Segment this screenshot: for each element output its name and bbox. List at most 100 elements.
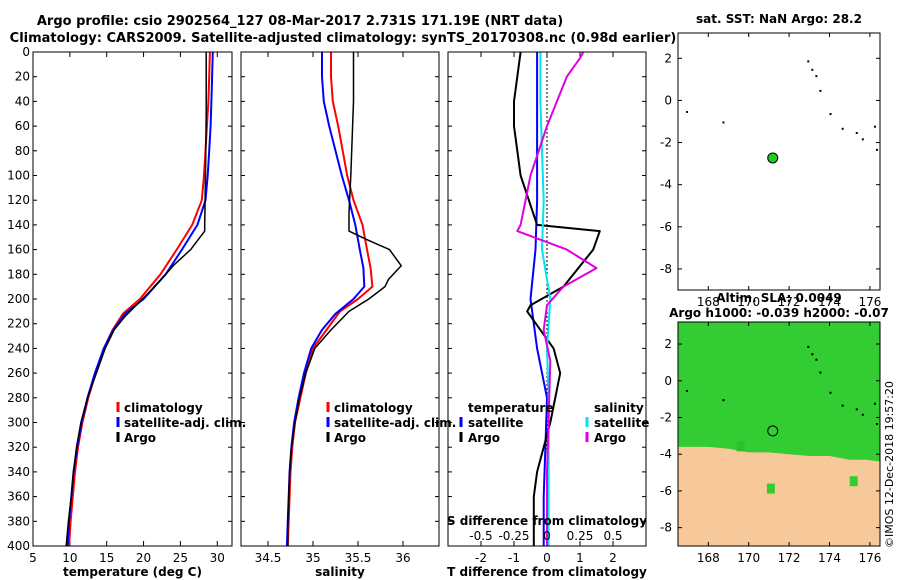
x-tick-label: 2 [609,551,617,565]
x-tick-label: 25 [173,551,188,565]
series-line-magenta [516,51,598,546]
island-dot [829,113,832,116]
legend-label: satellite-adj. clim. [124,416,246,430]
top-tick-label: 0 [543,529,551,543]
legend-label: Argo [124,431,156,445]
y-tick-label: 320 [7,440,30,454]
legend-label: satellite-adj. clim. [334,416,456,430]
x-tick-label: 168 [697,295,720,309]
island-dot [819,89,822,92]
series-line-red [68,51,211,547]
y-tick-label: 360 [7,490,30,504]
legend-label: Argo [468,431,500,445]
island-dot [855,132,858,135]
island-dot [686,110,689,113]
x-tick-label: 1 [576,551,584,565]
x-tick-label: 174 [818,551,841,565]
island-dot [815,358,818,361]
y-tick-label: 260 [7,366,30,380]
series-line-black [513,51,601,546]
island-dot [861,413,864,416]
y-tick-label: -8 [660,521,672,535]
x-tick-label: 35 [305,551,320,565]
top-tick-label: -0.25 [498,529,529,543]
x-tick-label: 10 [62,551,77,565]
island-dot [875,148,878,151]
x-tick-label: 34.5 [255,551,282,565]
island-dot [873,125,876,128]
y-tick-label: 80 [15,144,30,158]
top-axis-title: S difference from climatology [447,514,647,528]
x-tick-label: 168 [697,551,720,565]
land-area [678,446,880,546]
sla-map-panel: 168 170 172 174 176 2 0 -2 -4 -6 -8 Altim. SLA: 0.0… [660,291,889,565]
island-dot [829,391,832,394]
y-tick-label: 0 [22,45,30,59]
x-tick-label: 170 [737,551,760,565]
plot-frame [447,51,647,547]
x-axis-label: T difference from climatology [447,565,647,579]
x-tick-label: 15 [99,551,114,565]
plot-frame [677,321,881,547]
plot-frame [677,32,881,291]
island-dot [841,404,844,407]
y-tick-label: 120 [7,193,30,207]
island-dot [855,408,858,411]
island-dot [815,75,818,78]
salinity-profile-panel: 34.5 35 35.5 36 salinity climatologysatellite… [240,51,456,579]
y-tick-label: -6 [660,484,672,498]
y-tick-label: -2 [660,136,672,150]
x-axis-label: temperature (deg C) [63,565,202,579]
island-dot [861,138,864,141]
y-tick-label: 0 [664,93,672,107]
x-tick-label: -1 [508,551,520,565]
top-tick-label: 0.25 [567,529,594,543]
y-tick-label: 400 [7,539,30,553]
credit-label: ©IMOS 12-Dec-2018 19:57:20 [883,381,896,548]
island-dot [807,345,810,348]
map-title-line1: Altim. SLA: 0.0049 [716,291,842,305]
y-tick-label: 100 [7,169,30,183]
island-dot [875,422,878,425]
x-tick-label: 172 [778,551,801,565]
island-dot [686,389,689,392]
y-tick-label: 200 [7,292,30,306]
x-axis-label: salinity [315,565,365,579]
legend-group-temperature: temperature [468,401,553,415]
sla-patch [736,441,745,452]
y-tick-label: -4 [660,447,672,461]
x-tick-label: 0 [543,551,551,565]
series-line-black [287,52,402,546]
legend-label: Argo [594,431,626,445]
temperature-profile-panel: 0 20 40 60 80 100 120 140 160 180 200 220 240 260 280 3… [7,45,246,579]
legend-label: satellite [594,416,649,430]
y-tick-label: 2 [664,337,672,351]
x-tick-label: 30 [210,551,225,565]
figure-title-line2: Climatology: CARS2009. Satellite-adjuste… [10,31,677,46]
map-title: sat. SST: NaN Argo: 28.2 [696,12,862,26]
x-tick-label: 172 [778,295,801,309]
y-tick-label: 60 [15,119,30,133]
legend-label: climatology [334,401,413,415]
y-tick-label: -4 [660,178,672,192]
y-tick-label: 220 [7,317,30,331]
island-dot [722,121,725,124]
plot-frame [32,51,233,547]
plot-frame [240,51,440,547]
top-tick-label: -0.5 [469,529,492,543]
y-tick-label: 2 [664,51,672,65]
series-line-black [65,52,207,547]
sst-map-panel: 168 170 172 174 176 2 0 -2 -4 -6 -8 sat. SST: NaN A… [660,12,881,309]
island-dot [841,127,844,130]
x-tick-label: 176 [858,551,881,565]
top-tick-label: 0.5 [603,529,622,543]
y-tick-label: 160 [7,243,30,257]
y-tick-label: 340 [7,465,30,479]
y-tick-label: 0 [664,374,672,388]
argo-position-marker [767,425,779,437]
y-tick-label: 140 [7,218,30,232]
legend-label: Argo [334,431,366,445]
y-tick-label: 40 [15,94,30,108]
map-title-line2: Argo h1000: -0.039 h2000: -0.07 [669,306,889,320]
